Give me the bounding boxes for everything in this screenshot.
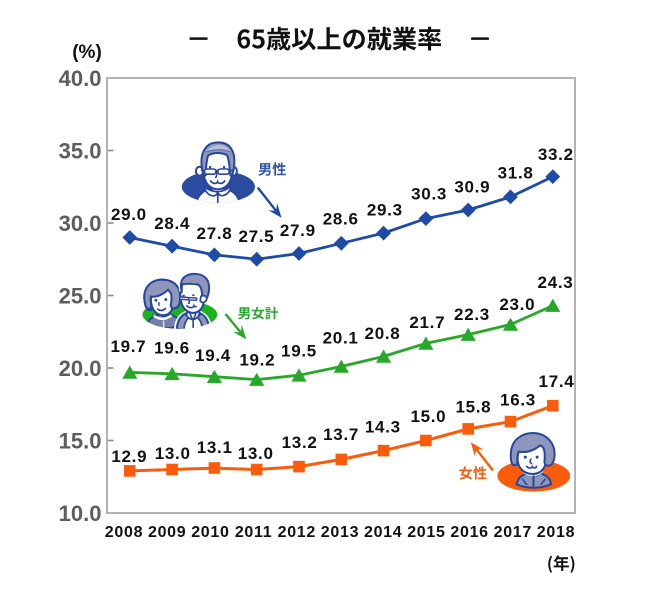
svg-text:19.6: 19.6: [154, 338, 190, 357]
svg-text:35.0: 35.0: [59, 139, 102, 164]
svg-text:27.5: 27.5: [238, 227, 274, 246]
svg-text:12.9: 12.9: [111, 447, 147, 466]
svg-text:10.0: 10.0: [59, 501, 102, 526]
svg-text:20.1: 20.1: [323, 328, 359, 347]
svg-text:30.0: 30.0: [59, 211, 102, 236]
svg-text:16.3: 16.3: [500, 390, 536, 409]
svg-text:2017: 2017: [494, 524, 532, 541]
svg-text:19.4: 19.4: [195, 346, 231, 365]
svg-text:29.0: 29.0: [111, 205, 147, 224]
svg-text:27.8: 27.8: [197, 224, 233, 243]
svg-text:2014: 2014: [364, 524, 402, 541]
svg-text:13.2: 13.2: [282, 433, 318, 452]
svg-text:25.0: 25.0: [59, 284, 102, 309]
svg-text:22.3: 22.3: [454, 305, 490, 324]
svg-text:2012: 2012: [278, 524, 316, 541]
svg-text:13.1: 13.1: [197, 438, 233, 457]
svg-text:2015: 2015: [407, 524, 445, 541]
svg-text:23.0: 23.0: [499, 295, 535, 314]
svg-text:2018: 2018: [537, 524, 575, 541]
svg-text:2008: 2008: [105, 524, 143, 541]
svg-text:(%): (%): [72, 42, 102, 63]
svg-text:13.0: 13.0: [155, 444, 191, 463]
svg-text:27.9: 27.9: [280, 221, 316, 240]
svg-text:13.7: 13.7: [323, 425, 359, 444]
svg-text:19.2: 19.2: [239, 351, 275, 370]
svg-text:20.0: 20.0: [59, 356, 102, 381]
svg-text:2009: 2009: [148, 524, 186, 541]
svg-text:2011: 2011: [235, 524, 273, 541]
svg-text:24.3: 24.3: [538, 273, 574, 292]
svg-text:28.4: 28.4: [154, 214, 190, 233]
svg-text:2016: 2016: [450, 524, 488, 541]
svg-text:2010: 2010: [191, 524, 229, 541]
svg-text:15.0: 15.0: [59, 429, 102, 454]
svg-text:20.8: 20.8: [365, 324, 401, 343]
svg-text:30.3: 30.3: [411, 185, 447, 204]
svg-text:33.2: 33.2: [538, 145, 574, 164]
svg-text:19.5: 19.5: [281, 342, 317, 361]
svg-text:30.9: 30.9: [454, 178, 490, 197]
svg-text:29.3: 29.3: [367, 201, 403, 220]
svg-text:15.8: 15.8: [455, 397, 491, 416]
svg-text:40.0: 40.0: [59, 66, 102, 91]
svg-text:2013: 2013: [321, 524, 359, 541]
svg-text:28.6: 28.6: [323, 210, 359, 229]
svg-text:31.8: 31.8: [498, 164, 534, 183]
svg-text:21.7: 21.7: [409, 313, 445, 332]
svg-text:13.0: 13.0: [238, 444, 274, 463]
svg-text:15.0: 15.0: [410, 407, 446, 426]
svg-text:14.3: 14.3: [365, 418, 401, 437]
svg-text:17.4: 17.4: [539, 372, 575, 391]
svg-text:19.7: 19.7: [110, 337, 146, 356]
